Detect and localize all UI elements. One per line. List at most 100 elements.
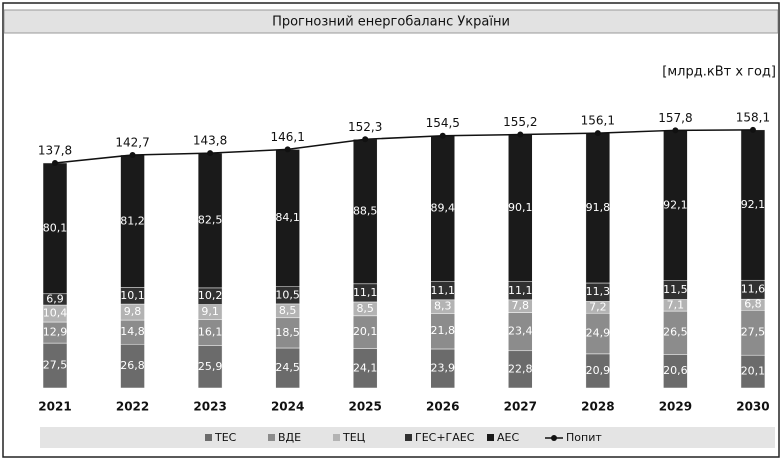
bar-segment xyxy=(508,350,533,389)
data-label: 8,3 xyxy=(434,300,452,313)
data-label: 23,9 xyxy=(431,361,456,374)
bar-segment xyxy=(352,348,378,389)
demand-point xyxy=(594,130,601,137)
x-tick-label: 2028 xyxy=(581,400,614,414)
bar-segment xyxy=(508,312,533,352)
x-tick-label: 2022 xyxy=(116,400,149,414)
legend-point xyxy=(551,435,557,441)
legend-swatch xyxy=(205,434,212,441)
data-label: 8,5 xyxy=(356,302,374,315)
line-label: 142,7 xyxy=(115,135,149,149)
data-label: 18,5 xyxy=(275,326,300,339)
bar-segment xyxy=(352,139,378,285)
line-label: 143,8 xyxy=(193,134,227,148)
data-label: 11,1 xyxy=(353,286,378,299)
line-label: 137,8 xyxy=(38,143,72,157)
chart-title: Прогнозний енергобаланс України xyxy=(272,15,510,30)
legend-swatch xyxy=(487,434,494,441)
demand-point xyxy=(362,136,369,143)
data-label: 10,1 xyxy=(120,289,145,302)
data-label: 11,5 xyxy=(663,283,688,296)
x-tick-label: 2025 xyxy=(348,400,381,414)
data-label: 24,1 xyxy=(353,361,378,374)
bar-segment xyxy=(42,162,68,295)
line-label: 152,3 xyxy=(348,120,382,134)
data-label: 24,5 xyxy=(275,361,300,374)
x-tick-label: 2030 xyxy=(736,400,769,414)
data-label: 11,3 xyxy=(586,285,611,298)
data-label: 14,8 xyxy=(120,325,145,338)
data-label: 20,1 xyxy=(741,365,766,378)
bar-segment xyxy=(197,319,223,346)
bar-segment xyxy=(197,345,223,389)
data-label: 7,1 xyxy=(667,298,685,311)
data-label: 6,8 xyxy=(744,298,762,311)
data-label: 12,9 xyxy=(43,326,68,339)
data-label: 8,5 xyxy=(279,304,297,317)
legend-label: Попит xyxy=(566,431,602,444)
bar-segment xyxy=(120,343,145,389)
data-label: 16,1 xyxy=(198,326,223,339)
data-label: 10,5 xyxy=(275,288,300,301)
data-label: 20,1 xyxy=(353,325,378,338)
data-label: 27,5 xyxy=(43,359,68,372)
demand-line xyxy=(54,129,753,164)
bar-segment xyxy=(740,354,766,389)
legend-swatch xyxy=(268,434,275,441)
bar-segment xyxy=(430,135,455,282)
data-label: 90,1 xyxy=(508,201,533,214)
line-label: 154,5 xyxy=(426,116,460,130)
data-label: 80,1 xyxy=(43,221,68,234)
title-band xyxy=(3,9,779,34)
line-label: 156,1 xyxy=(581,114,615,128)
demand-point xyxy=(672,127,679,134)
bar-segment xyxy=(585,353,611,389)
data-label: 24,9 xyxy=(586,327,611,340)
data-label: 7,8 xyxy=(512,299,530,312)
data-label: 20,9 xyxy=(586,364,611,377)
demand-point xyxy=(749,126,756,133)
data-label: 25,9 xyxy=(198,360,223,373)
bar-segment xyxy=(42,342,68,389)
demand-point xyxy=(129,151,136,158)
bar-segment xyxy=(197,152,223,289)
bar-segment xyxy=(585,312,611,355)
data-label: 23,4 xyxy=(508,325,533,338)
data-label: 6,9 xyxy=(46,292,64,305)
data-label: 11,1 xyxy=(431,284,456,297)
bar-segment xyxy=(275,347,300,389)
demand-point xyxy=(439,132,446,139)
data-label: 82,5 xyxy=(198,214,223,227)
x-tick-label: 2027 xyxy=(504,400,537,414)
data-label: 92,1 xyxy=(663,199,688,212)
data-label: 11,1 xyxy=(508,284,533,297)
x-tick-label: 2023 xyxy=(193,400,226,414)
demand-point xyxy=(52,159,58,166)
bar-segment xyxy=(120,154,145,288)
legend-swatch xyxy=(405,434,412,441)
x-tick-label: 2029 xyxy=(659,400,692,414)
demand-point xyxy=(284,146,291,153)
unit-label: [млрд.кВт х год] xyxy=(662,65,776,80)
bar-segment xyxy=(740,310,766,356)
data-label: 10,2 xyxy=(198,289,223,302)
data-label: 10,4 xyxy=(43,307,68,320)
data-label: 7,2 xyxy=(589,300,607,313)
legend-label: АЕС xyxy=(497,431,519,444)
data-label: 9,8 xyxy=(124,305,142,318)
data-label: 27,5 xyxy=(741,326,766,339)
bar-segment xyxy=(508,134,533,282)
data-label: 88,5 xyxy=(353,205,378,218)
data-label: 26,5 xyxy=(663,326,688,339)
demand-point xyxy=(517,131,524,138)
legend-label: ГЕС+ГАЕС xyxy=(415,431,475,444)
line-label: 146,1 xyxy=(270,130,304,144)
line-label: 157,8 xyxy=(658,111,692,125)
demand-point xyxy=(207,150,214,157)
x-tick-label: 2024 xyxy=(271,400,304,414)
bar-segment xyxy=(740,129,766,281)
data-label: 81,2 xyxy=(120,214,145,227)
data-label: 21,8 xyxy=(431,324,456,337)
legend-label: ВДЕ xyxy=(278,431,301,444)
